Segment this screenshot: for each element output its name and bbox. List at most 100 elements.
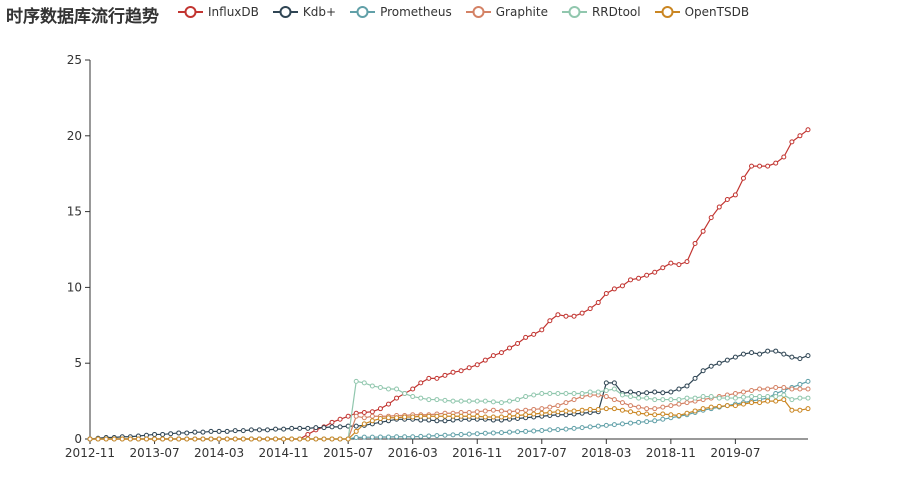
data-point xyxy=(426,433,432,439)
data-point xyxy=(740,394,746,400)
data-point xyxy=(789,139,795,145)
data-point xyxy=(482,430,488,436)
data-point xyxy=(732,354,738,360)
legend-item-prometheus[interactable]: Prometheus xyxy=(350,5,452,19)
data-point xyxy=(523,394,529,400)
data-point xyxy=(668,403,674,409)
data-point xyxy=(458,398,464,404)
data-point xyxy=(595,406,601,412)
legend-item-graphite[interactable]: Graphite xyxy=(465,5,548,19)
data-point xyxy=(684,383,690,389)
data-point xyxy=(531,392,537,398)
data-point xyxy=(369,413,375,419)
data-point xyxy=(595,423,601,429)
data-point xyxy=(789,354,795,360)
data-point xyxy=(410,434,416,440)
data-point xyxy=(442,418,448,424)
data-point xyxy=(636,395,642,401)
data-point xyxy=(757,386,763,392)
data-point xyxy=(700,368,706,374)
data-point xyxy=(281,426,287,432)
data-point xyxy=(789,386,795,392)
series-opentsdb xyxy=(87,397,811,442)
x-tick-label: 2019-07 xyxy=(710,446,760,460)
data-point xyxy=(628,389,634,395)
data-point xyxy=(474,431,480,437)
data-point xyxy=(402,434,408,440)
data-point xyxy=(208,428,214,434)
data-point xyxy=(555,312,561,318)
legend-item-kdb-[interactable]: Kdb+ xyxy=(272,5,336,19)
data-point xyxy=(749,163,755,169)
data-point xyxy=(369,434,375,440)
data-point xyxy=(402,391,408,397)
data-point xyxy=(442,432,448,438)
data-point xyxy=(490,353,496,359)
data-point xyxy=(757,400,763,406)
data-point xyxy=(555,403,561,409)
data-point xyxy=(418,395,424,401)
data-point xyxy=(789,407,795,413)
y-tick-label: 15 xyxy=(67,205,82,219)
data-point xyxy=(700,406,706,412)
data-point xyxy=(619,283,625,289)
series-line xyxy=(90,129,809,440)
data-point xyxy=(450,432,456,438)
data-point xyxy=(273,436,279,442)
data-point xyxy=(434,397,440,403)
data-point xyxy=(474,413,480,419)
legend-item-influxdb[interactable]: InfluxDB xyxy=(178,5,259,19)
series-line xyxy=(90,380,808,440)
data-point xyxy=(773,384,779,390)
data-point xyxy=(466,365,472,371)
data-point xyxy=(361,415,367,421)
data-point xyxy=(119,436,125,442)
data-point xyxy=(797,407,803,413)
data-point xyxy=(377,434,383,440)
data-point xyxy=(781,154,787,160)
data-point xyxy=(95,436,101,442)
data-point xyxy=(498,408,504,414)
data-point xyxy=(619,421,625,427)
data-point xyxy=(805,395,811,401)
data-point xyxy=(740,175,746,181)
data-point xyxy=(418,413,424,419)
data-point xyxy=(507,409,513,415)
data-point xyxy=(603,394,609,400)
data-point xyxy=(644,272,650,278)
data-point xyxy=(781,397,787,403)
data-point xyxy=(184,436,190,442)
data-point xyxy=(450,398,456,404)
data-point xyxy=(539,406,545,412)
data-point xyxy=(216,436,222,442)
data-point xyxy=(539,391,545,397)
series-line xyxy=(90,380,809,440)
data-point xyxy=(732,403,738,409)
legend-item-opentsdb[interactable]: OpenTSDB xyxy=(654,5,749,19)
y-tick-label: 25 xyxy=(67,53,82,67)
data-point xyxy=(410,414,416,420)
data-point xyxy=(337,416,343,422)
data-point xyxy=(676,262,682,268)
data-point xyxy=(652,397,658,403)
data-point xyxy=(628,277,634,283)
data-point xyxy=(765,394,771,400)
y-tick-label: 10 xyxy=(67,280,82,294)
data-point xyxy=(289,436,295,442)
data-point xyxy=(708,394,714,400)
data-point xyxy=(684,410,690,416)
data-point xyxy=(595,389,601,395)
data-point xyxy=(644,406,650,412)
legend-item-rrdtool[interactable]: RRDtool xyxy=(561,5,641,19)
data-point xyxy=(684,259,690,265)
x-tick-label: 2015-07 xyxy=(323,446,373,460)
data-point xyxy=(313,425,319,431)
data-point xyxy=(660,265,666,271)
data-point xyxy=(668,397,674,403)
data-point xyxy=(587,406,593,412)
data-point xyxy=(781,392,787,398)
data-point xyxy=(297,425,303,431)
data-point xyxy=(313,436,319,442)
data-point xyxy=(563,391,569,397)
x-tick-label: 2014-11 xyxy=(259,446,309,460)
